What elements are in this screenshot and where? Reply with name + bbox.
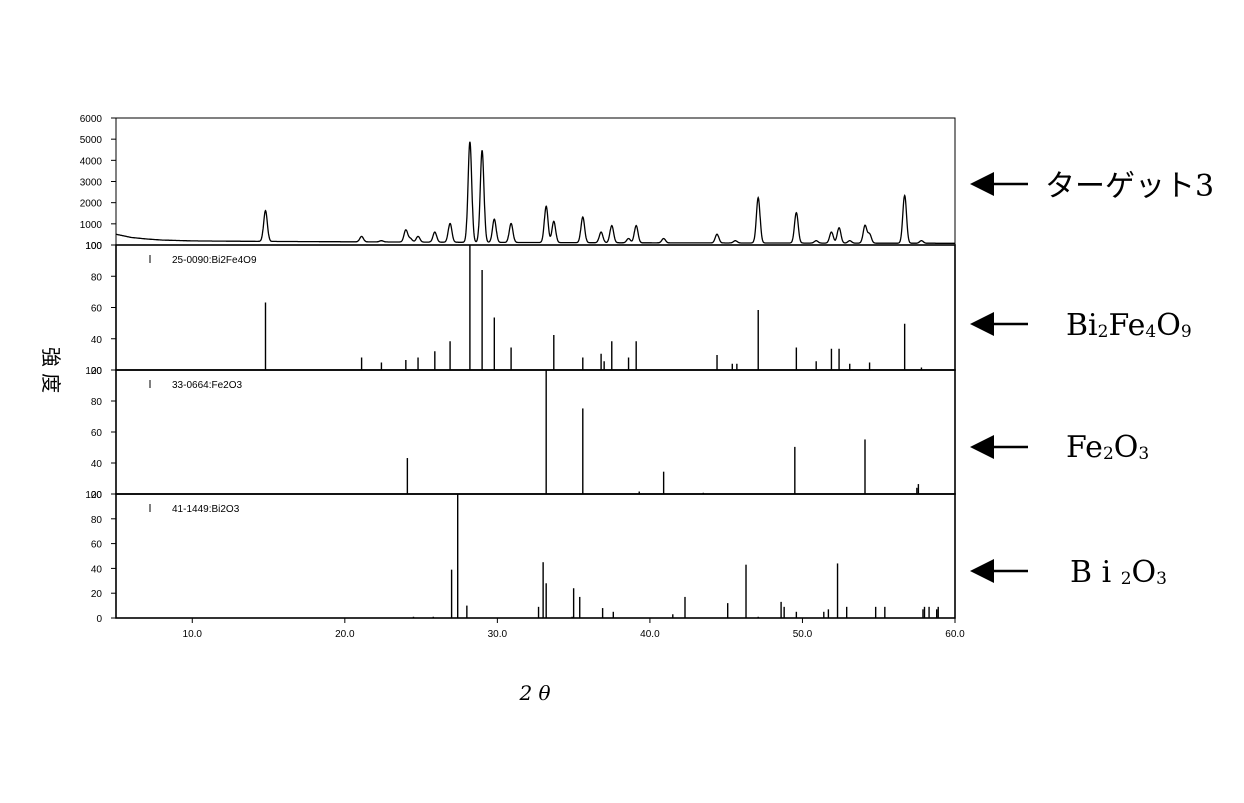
callout-0: ターゲット3	[970, 169, 1214, 204]
x-tick-label: 50.0	[793, 629, 813, 640]
y-tick-label: 100	[85, 490, 102, 501]
panel-frame	[115, 117, 956, 246]
card-label: 25-0090:Bi2Fe4O9	[172, 255, 257, 266]
diffraction-profile	[115, 141, 955, 244]
y-tick-label: 4000	[80, 156, 103, 167]
label-part: Fe	[1066, 430, 1103, 465]
y-tick-label: 100	[85, 241, 102, 252]
arrow-head	[970, 172, 994, 196]
callout-label: B i 2O3	[1070, 555, 1167, 590]
y-tick-label: 1000	[80, 220, 103, 231]
callout-3: B i 2O3	[970, 555, 1167, 590]
y-tick-label: 80	[91, 397, 103, 408]
subscript: 4	[1145, 322, 1156, 342]
callout-label: ターゲット3	[1045, 169, 1214, 204]
y-tick-label: 100	[85, 241, 102, 252]
y-tick-label: 2000	[80, 199, 103, 210]
panel-0: 6000 5000 4000 3000 2000 1000 100	[80, 114, 956, 252]
y-tick-label: 40	[91, 459, 103, 470]
panel-2: 100 80 60 40 20 33-0664:Fe2O3	[85, 366, 956, 501]
panels: 6000500040003000200010001001008060402025…	[80, 114, 956, 625]
x-tick-label: 40.0	[640, 629, 660, 640]
y-tick-label: 20	[91, 589, 103, 600]
panel-3: 100 80 60 40 20 0 41-1449:Bi2O3	[85, 490, 956, 625]
y-tick-label: 60	[91, 428, 103, 439]
x-tick-label: 10.0	[183, 629, 203, 640]
callout-2: Fe2O3	[970, 430, 1149, 465]
card-label: 33-0664:Fe2O3	[172, 380, 242, 391]
x-tick-label: 30.0	[488, 629, 508, 640]
y-tick-label: 6000	[80, 114, 103, 125]
subscript: 3	[1156, 569, 1167, 589]
x-tick-label: 20.0	[335, 629, 355, 640]
callout-1: Bi2Fe4O9	[970, 308, 1192, 343]
y-tick-label: 40	[91, 564, 103, 575]
label-part: Bi	[1066, 308, 1098, 343]
y-tick-label: 80	[91, 515, 103, 526]
panel-frame	[115, 493, 956, 619]
subscript: 9	[1181, 322, 1192, 342]
callout-label: Bi2Fe4O9	[1066, 308, 1192, 343]
subscript: 2	[1121, 569, 1132, 589]
y-tick-label: 0	[96, 614, 102, 625]
label-part: O	[1132, 555, 1157, 590]
arrow-head	[970, 559, 994, 583]
arrow-head	[970, 435, 994, 459]
y-tick-label: 5000	[80, 135, 103, 146]
subscript: 2	[1103, 444, 1114, 464]
y-tick-label: 20	[91, 490, 103, 501]
label-part: O	[1114, 430, 1139, 465]
arrow-head	[970, 312, 994, 336]
x-ticks: 10.0 20.0 30.0 40.0 50.0 60.0	[183, 618, 965, 640]
x-axis-label: 2 θ	[518, 681, 550, 705]
subscript: 2	[1098, 322, 1109, 342]
panel-1: 100 80 60 40 20 25-0090:Bi2Fe4O9	[85, 241, 956, 377]
label-part: B i	[1070, 555, 1121, 590]
label-part: O	[1156, 308, 1181, 343]
y-tick-label: 100	[85, 366, 102, 377]
y-tick-label: 20	[91, 366, 103, 377]
y-tick-label: 60	[91, 540, 103, 551]
y-tick-label: 80	[91, 272, 103, 283]
subscript: 3	[1138, 444, 1149, 464]
callout-label: Fe2O3	[1066, 430, 1149, 465]
y-tick-label: 40	[91, 335, 103, 346]
card-label: 41-1449:Bi2O3	[172, 504, 240, 515]
y-tick-label: 3000	[80, 178, 103, 189]
x-tick-label: 60.0	[945, 629, 965, 640]
y-axis-label: 強 度	[39, 347, 63, 393]
y-tick-label: 60	[91, 304, 103, 315]
label-part: Fe	[1108, 308, 1145, 343]
